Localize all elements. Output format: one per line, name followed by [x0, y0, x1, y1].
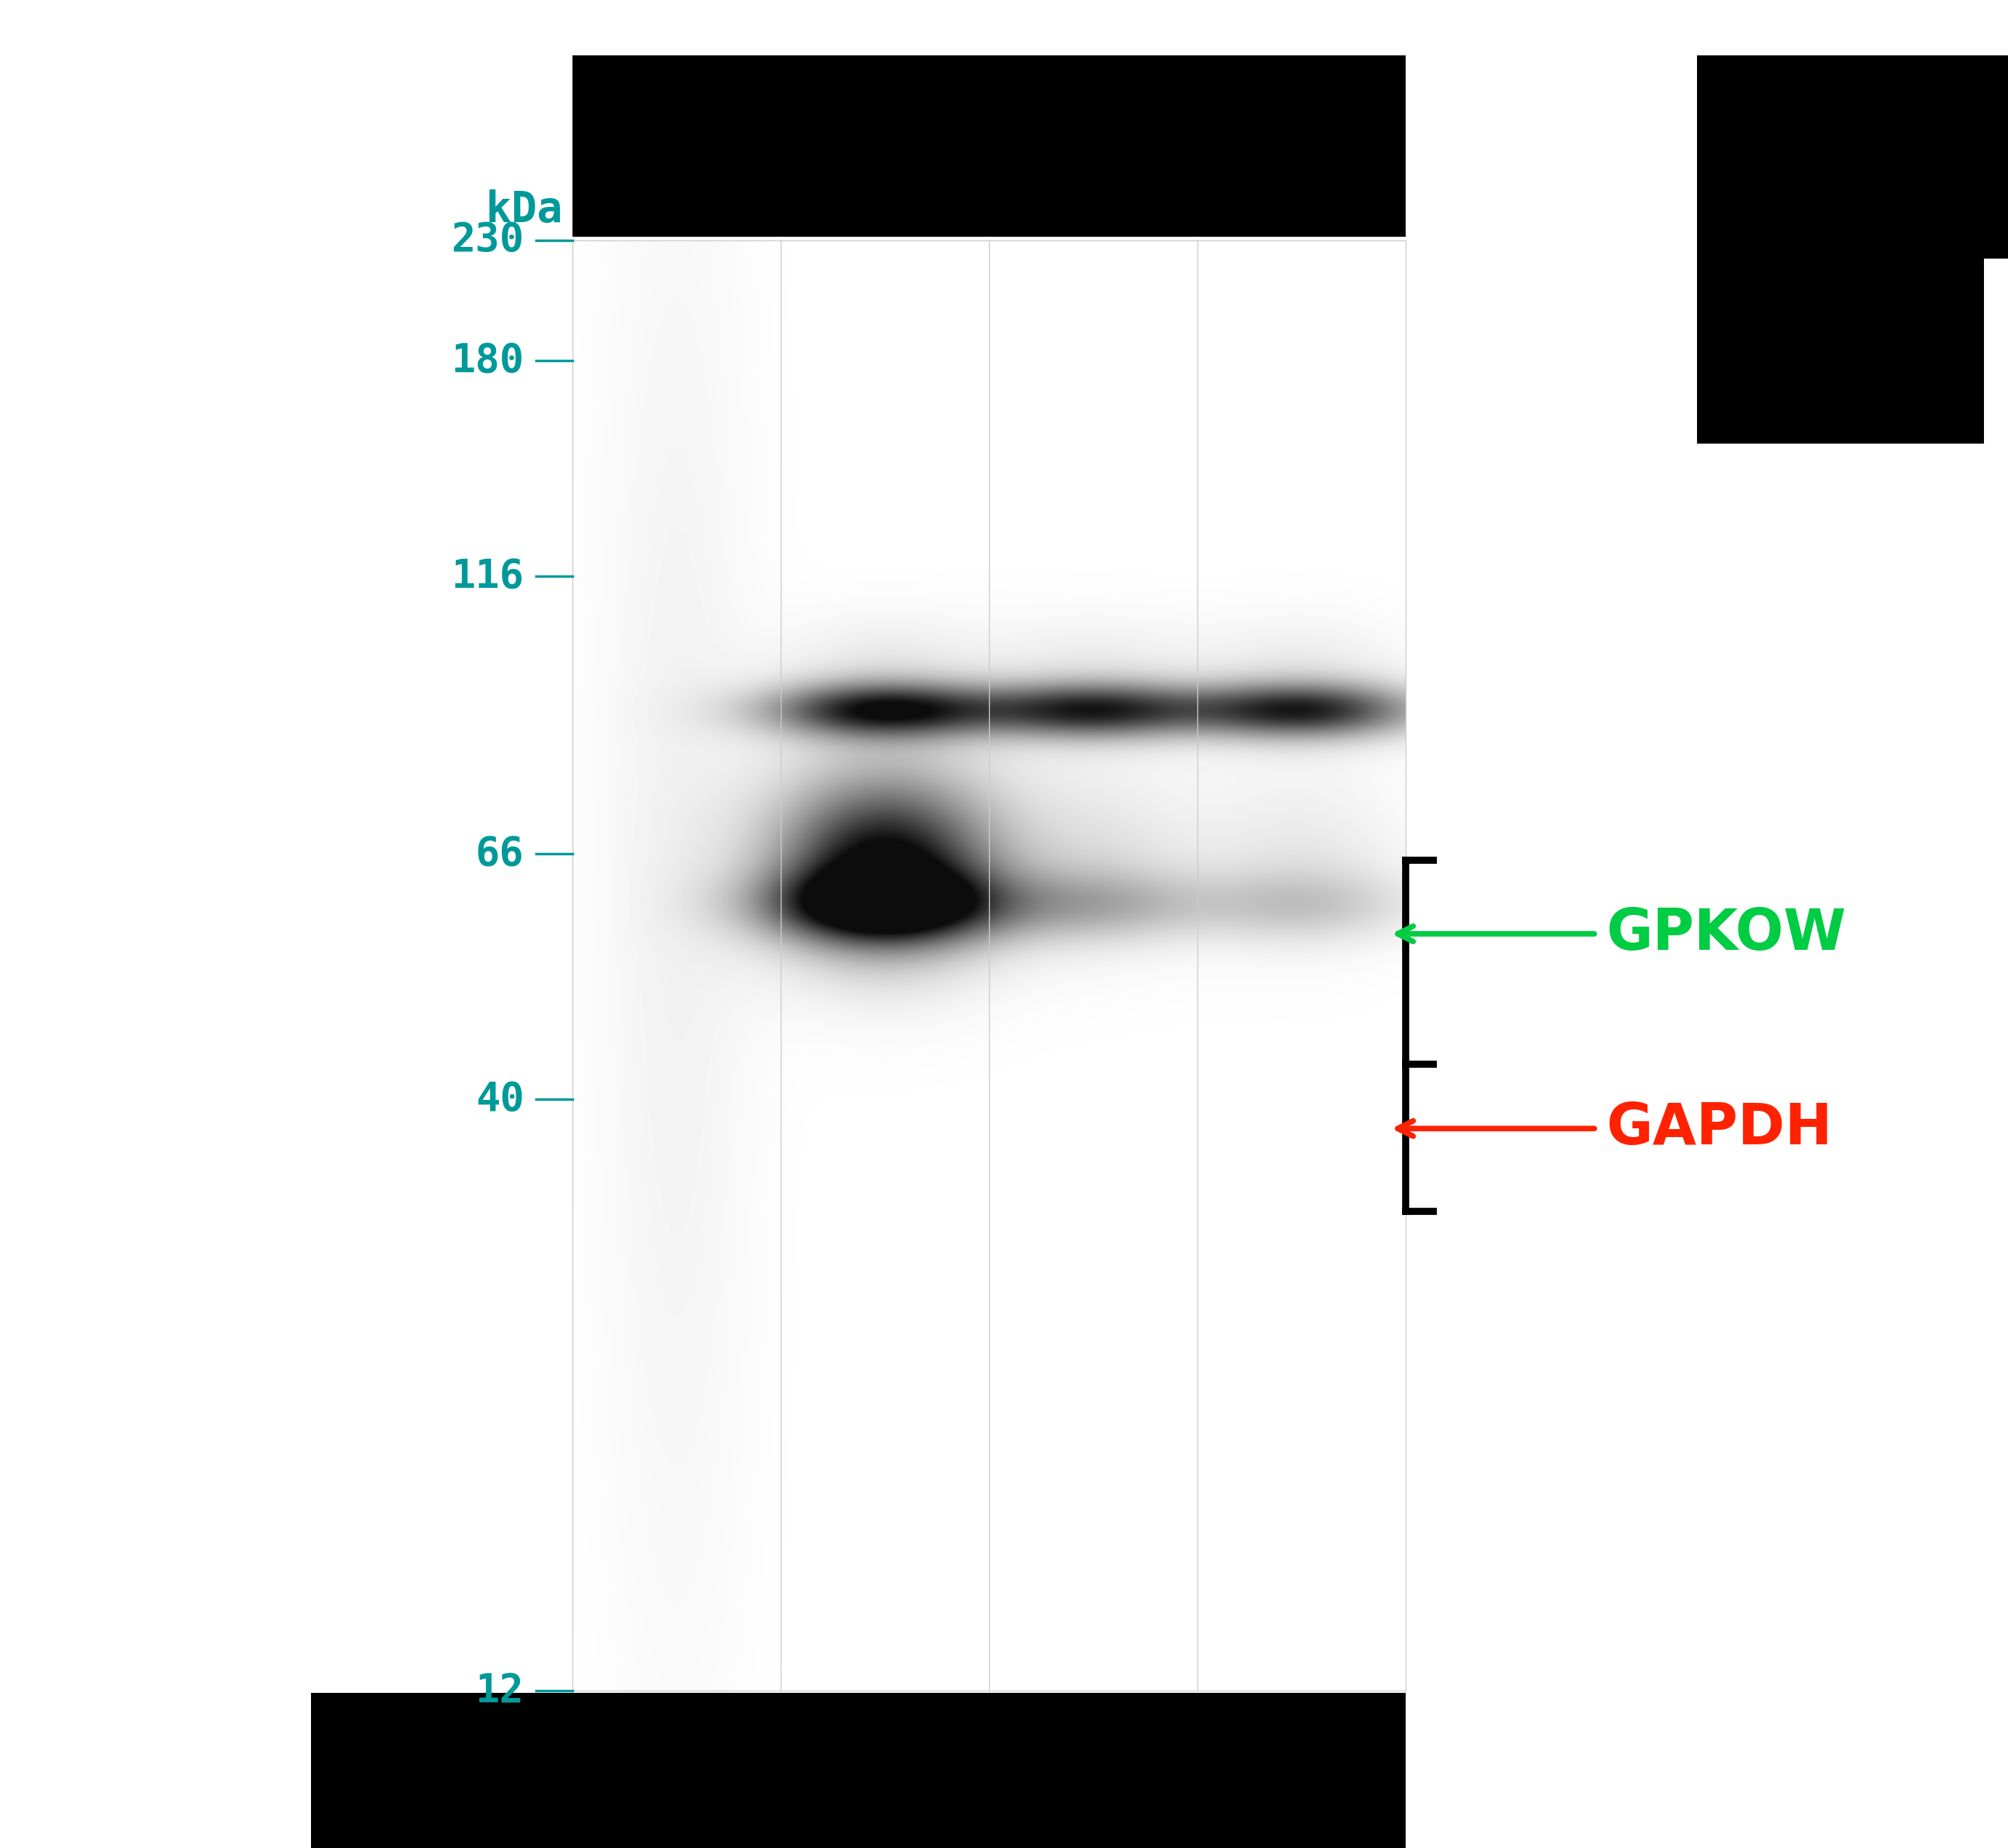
Bar — [1406, 0, 2008, 1848]
Bar — [1697, 259, 1984, 444]
Bar — [1697, 55, 2008, 259]
Bar — [572, 55, 1406, 237]
Text: GPKOW: GPKOW — [1606, 906, 1847, 961]
Text: kDa: kDa — [486, 190, 562, 231]
Bar — [572, 240, 1406, 1691]
Bar — [0, 1691, 2008, 1848]
Text: 40: 40 — [476, 1081, 524, 1118]
Text: GAPDH: GAPDH — [1606, 1101, 1833, 1157]
Text: 12: 12 — [476, 1672, 524, 1709]
Text: 116: 116 — [452, 558, 524, 595]
Text: 180: 180 — [452, 342, 524, 381]
Text: 66: 66 — [476, 833, 524, 872]
Bar — [0, 0, 2008, 240]
Bar — [0, 0, 572, 1848]
Bar — [311, 1693, 1406, 1848]
Text: 230: 230 — [452, 222, 524, 259]
